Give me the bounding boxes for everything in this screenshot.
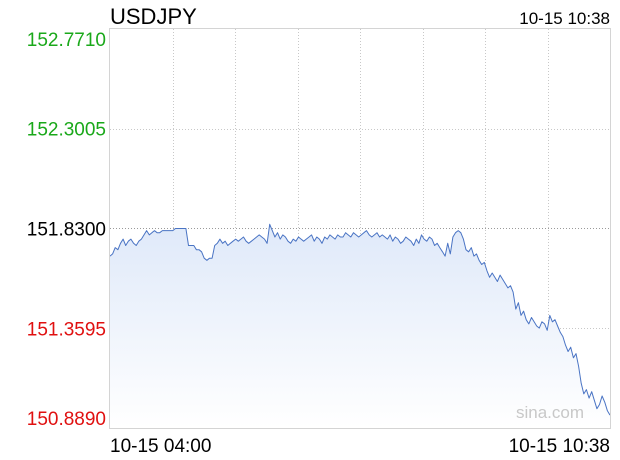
chart-title: USDJPY (110, 4, 197, 29)
x-tick-label: 10-15 10:38 (509, 436, 610, 457)
y-axis-labels: 152.7710 152.3005 151.8300 151.3595 150.8890 (27, 30, 106, 430)
y-tick-label: 151.3595 (27, 319, 106, 340)
plot-frame (109, 28, 611, 429)
watermark-text: sina.com (516, 403, 584, 422)
y-tick-label: 152.3005 (27, 120, 106, 141)
y-tick-label: 150.8890 (27, 409, 106, 430)
x-axis-labels: 10-15 04:00 10-15 10:38 (110, 436, 610, 457)
y-tick-label: 152.7710 (27, 30, 106, 51)
price-area (110, 224, 610, 428)
chart-timestamp: 10-15 10:38 (519, 9, 610, 28)
y-tick-label: 151.8300 (27, 220, 106, 241)
x-tick-label: 10-15 04:00 (110, 436, 211, 457)
series-line-usdjpy (109, 223, 611, 416)
